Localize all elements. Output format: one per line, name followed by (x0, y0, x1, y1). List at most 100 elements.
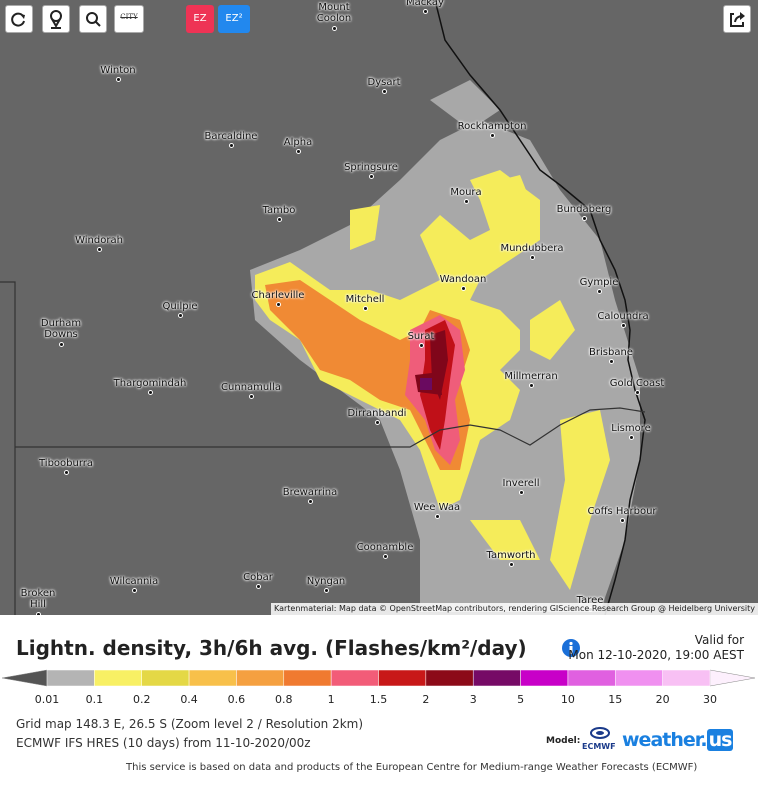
city-label: Quilpie (162, 301, 198, 312)
ez2-button[interactable]: EZ² (218, 5, 250, 33)
attribution: Kartenmaterial: Map data © OpenStreetMap… (270, 603, 758, 615)
location-button[interactable] (42, 5, 70, 33)
city-dot (629, 435, 634, 440)
ecmwf-symbol (590, 727, 610, 739)
city-dot (375, 420, 380, 425)
legend-swatch (472, 669, 521, 687)
title: Lightn. density, 3h/6h avg. (Flashes/km²… (16, 636, 527, 660)
city-dot (36, 612, 41, 615)
city-label: Alpha (283, 137, 313, 148)
legend-label: 5 (517, 693, 524, 706)
city-label: Brewarrina (282, 487, 338, 498)
city-toggle[interactable]: CITY (114, 5, 144, 33)
city-dot (308, 499, 313, 504)
legend-label: 1.5 (370, 693, 388, 706)
legend-label: 1 (328, 693, 335, 706)
map-layer (0, 0, 646, 615)
city-label: Millmerran (504, 371, 558, 382)
city-label: Springsure (344, 162, 398, 173)
legend-swatch (141, 669, 190, 687)
city-label: Rockhampton (457, 121, 527, 132)
legend-label: 10 (561, 693, 575, 706)
legend-swatch (46, 669, 95, 687)
city-label: Inverell (502, 478, 540, 489)
city-label: Moura (450, 187, 482, 198)
ez-button[interactable]: EZ (186, 5, 214, 33)
city-label: Tibooburra (38, 458, 94, 469)
refresh-button[interactable] (5, 5, 33, 33)
city-dot (597, 289, 602, 294)
state-border (0, 281, 646, 615)
zoom-button[interactable] (79, 5, 107, 33)
brand-logo: weather. us (622, 729, 734, 751)
city-label: Dysart (367, 77, 401, 88)
city-dot (609, 359, 614, 364)
city-label: Broken Hill (20, 588, 56, 610)
city-dot (256, 584, 261, 589)
legend-swatch (615, 669, 663, 687)
city-dot (369, 174, 374, 179)
legend-swatch (520, 669, 569, 687)
grid-info: Grid map 148.3 E, 26.5 S (Zoom level 2 /… (16, 717, 364, 731)
legend-below (1, 669, 48, 687)
legend-swatch (567, 669, 616, 687)
city-dot (148, 390, 153, 395)
city-dot (132, 588, 137, 593)
legend-above (709, 669, 756, 687)
model-run: ECMWF IFS HRES (10 days) from 11-10-2020… (16, 736, 311, 750)
coastline (434, 0, 646, 615)
city-label: Tamworth (486, 550, 536, 561)
city-label: Wee Waa (413, 502, 461, 513)
city-dot (635, 390, 640, 395)
legend-label: 0.6 (228, 693, 246, 706)
valid-time: Mon 12-10-2020, 19:00 AEST (568, 648, 744, 662)
city-dot (529, 383, 534, 388)
city-dot (64, 470, 69, 475)
city-label: Cobar (243, 572, 273, 583)
city-label: Mount Coolon (316, 2, 352, 24)
precip-area (265, 280, 470, 470)
legend-label: 3 (470, 693, 477, 706)
city-label: Coonamble (356, 542, 414, 553)
city-dot (419, 343, 424, 348)
city-dot (582, 216, 587, 221)
city-dot (324, 588, 329, 593)
city-label: Gold Coast (609, 378, 665, 389)
city-dot (296, 149, 301, 154)
legend-label: 0.2 (133, 693, 151, 706)
city-dot (97, 247, 102, 252)
brand-main: weather. (622, 729, 708, 751)
city-label: Lismore (611, 423, 651, 434)
city-dot (277, 217, 282, 222)
city-dot (363, 306, 368, 311)
info-icon[interactable] (561, 638, 581, 658)
precip-area (420, 378, 432, 390)
city-label: Mundubbera (500, 243, 564, 254)
city-dot (620, 518, 625, 523)
city-dot (423, 9, 428, 14)
valid-label: Valid for (694, 633, 744, 647)
city-dot (116, 77, 121, 82)
city-label: Bundaberg (556, 204, 612, 215)
legend-swatch (330, 669, 379, 687)
legend-swatch (94, 669, 142, 687)
city-label: Wilcannia (109, 576, 159, 587)
legend-label: 0.4 (180, 693, 198, 706)
legend-label: 30 (703, 693, 717, 706)
ecmwf-logo: ECMWF (582, 742, 616, 751)
legend-label: 0.1 (86, 693, 104, 706)
city-label: Cunnamulla (221, 382, 281, 393)
city-dot (435, 514, 440, 519)
city-label: Winton (100, 65, 136, 76)
precip-area (430, 80, 500, 130)
legend-swatch (662, 669, 711, 687)
city-dot (490, 133, 495, 138)
city-label: Thargomindah (113, 378, 187, 389)
share-button[interactable] (723, 5, 751, 33)
city-label: Wandoan (439, 274, 487, 285)
city-dot (229, 143, 234, 148)
brand-tld: us (706, 729, 734, 751)
city-dot (332, 26, 337, 31)
city-label: Caloundra (597, 311, 649, 322)
